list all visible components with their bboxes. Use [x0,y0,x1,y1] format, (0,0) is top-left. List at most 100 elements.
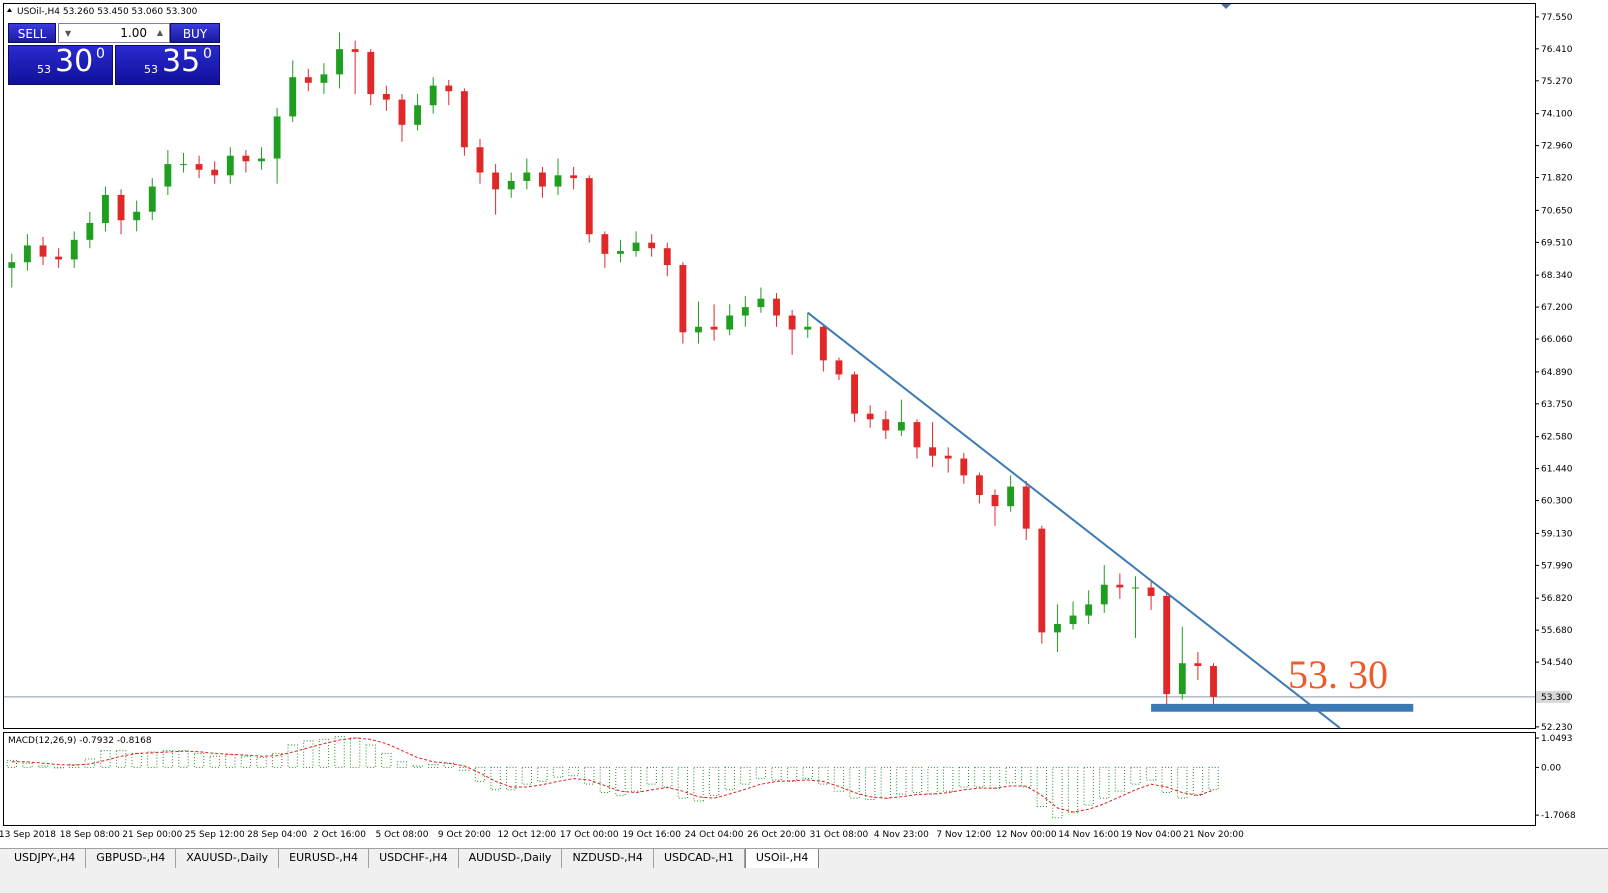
tab[interactable]: AUDUSD-,Daily [459,849,563,868]
candle-body [351,49,359,52]
macd-bar [880,766,891,799]
macd-bar [365,744,376,768]
sell-button[interactable]: SELL [8,23,56,43]
candle-body [944,455,952,459]
macd-bar [1145,766,1157,781]
y-tick-label: 63.750 [1541,400,1573,410]
buy-price[interactable]: 53 35 0 [115,44,220,85]
candle-body [523,172,531,181]
candle-body [273,116,281,159]
y-tick-label: 54.540 [1541,658,1573,668]
candle-body [164,164,172,187]
macd-bar [131,752,142,768]
buy-price-big: 35 [162,44,201,79]
macd-bar [740,766,751,785]
tab[interactable]: USOil-,H4 [744,849,820,869]
candle-body [632,242,640,252]
candle-body [648,242,656,249]
y-tick-label: 60.300 [1541,497,1573,507]
tab[interactable]: USDJPY-,H4 [4,849,87,868]
candle-body [757,298,765,308]
x-tick-label: 14 Nov 16:00 [1058,830,1119,840]
shift-marker [1221,4,1231,9]
candle-body [554,175,562,187]
candle-body [39,245,47,257]
candle-body [663,248,671,266]
macd-bar [412,765,423,768]
x-tick-label: 31 Oct 08:00 [810,830,869,840]
x-tick-label: 13 Sep 2018 [0,830,56,840]
candle-body [367,51,375,95]
candle-body [1038,528,1046,633]
candle-body [866,413,874,420]
tab[interactable]: USDCHF-,H4 [369,849,459,868]
buy-button[interactable]: BUY [170,23,220,43]
candle-body [538,172,546,187]
main-pane [3,3,1536,729]
candle-body [180,164,187,166]
x-tick-label: 19 Oct 16:00 [622,830,681,840]
y-tick-label: 72.960 [1541,142,1573,152]
candle-body [1007,486,1015,507]
y-tick-label: 64.890 [1541,368,1573,378]
x-tick-label: 21 Sep 00:00 [122,830,182,840]
candle-body [414,105,422,125]
candle-body [570,175,578,179]
x-tick-label: 2 Oct 16:00 [313,830,366,840]
candle-body [913,422,921,448]
y-tick-label: 69.510 [1541,238,1573,248]
macd-bar [193,752,205,768]
status-area [0,868,1608,893]
trendline [807,311,1341,729]
macd-bar [396,761,408,768]
x-tick-label: 18 Sep 08:00 [60,830,120,840]
candle-body [617,251,624,254]
macd-bar [1161,766,1172,794]
candle-body [55,256,63,260]
macd-bar [615,766,626,796]
tab-bar: USDJPY-,H4 GBPUSD-,H4 XAUUSD-,Daily EURUSD-… [0,848,1608,869]
x-tick-label: 21 Nov 20:00 [1183,830,1244,840]
macd-bar [1021,766,1032,788]
x-tick-label: 7 Nov 12:00 [936,830,991,840]
trade-panel: SELL ▼ 1.00 ▲ BUY 53 30 0 53 35 0 [6,22,220,85]
macd-title: MACD(12,26,9) -0.7932 -0.8168 [8,736,152,746]
current-price-label: 53.300 [1541,693,1573,703]
lot-box[interactable]: ▼ 1.00 ▲ [58,23,170,43]
sell-price[interactable]: 53 30 0 [8,44,113,85]
tab[interactable]: NZDUSD-,H4 [562,849,654,868]
y-tick-label: 70.650 [1541,206,1573,216]
candle-body [258,158,265,162]
macd-bar [974,766,985,788]
tab[interactable]: USDCAD-,H1 [654,849,745,868]
macd-bar [506,766,517,791]
macd-pane [3,732,1536,826]
candle-body [320,74,328,83]
tab[interactable]: GBPUSD-,H4 [86,849,177,868]
x-tick-label: 25 Sep 12:00 [185,830,245,840]
macd-bar [474,766,486,782]
y-tick-label: 66.060 [1541,335,1573,345]
signal-line [11,737,1214,813]
candle-body [86,222,94,240]
x-tick-label: 26 Oct 20:00 [747,830,806,840]
tab[interactable]: EURUSD-,H4 [279,849,370,868]
y-tick-label: 55.680 [1541,626,1573,636]
macd-bar [646,766,657,785]
y-tick-label: 76.410 [1541,45,1573,55]
lot-input[interactable]: 1.00 [120,26,147,40]
candle-body [195,164,203,170]
candle-body [929,447,937,456]
macd-bar [1083,766,1094,806]
macd-bar [381,752,392,768]
tab[interactable]: XAUUSD-,Daily [176,849,280,868]
macd-bar [22,762,33,768]
macd-bar [943,766,954,792]
y-tick-label: 62.580 [1541,433,1573,443]
lot-down[interactable]: ▼ [65,29,72,38]
macd-bar [1192,766,1204,796]
macd-bar [833,766,845,792]
candle-body [507,180,515,190]
candle-body [336,49,343,75]
lot-up[interactable]: ▲ [156,28,163,37]
